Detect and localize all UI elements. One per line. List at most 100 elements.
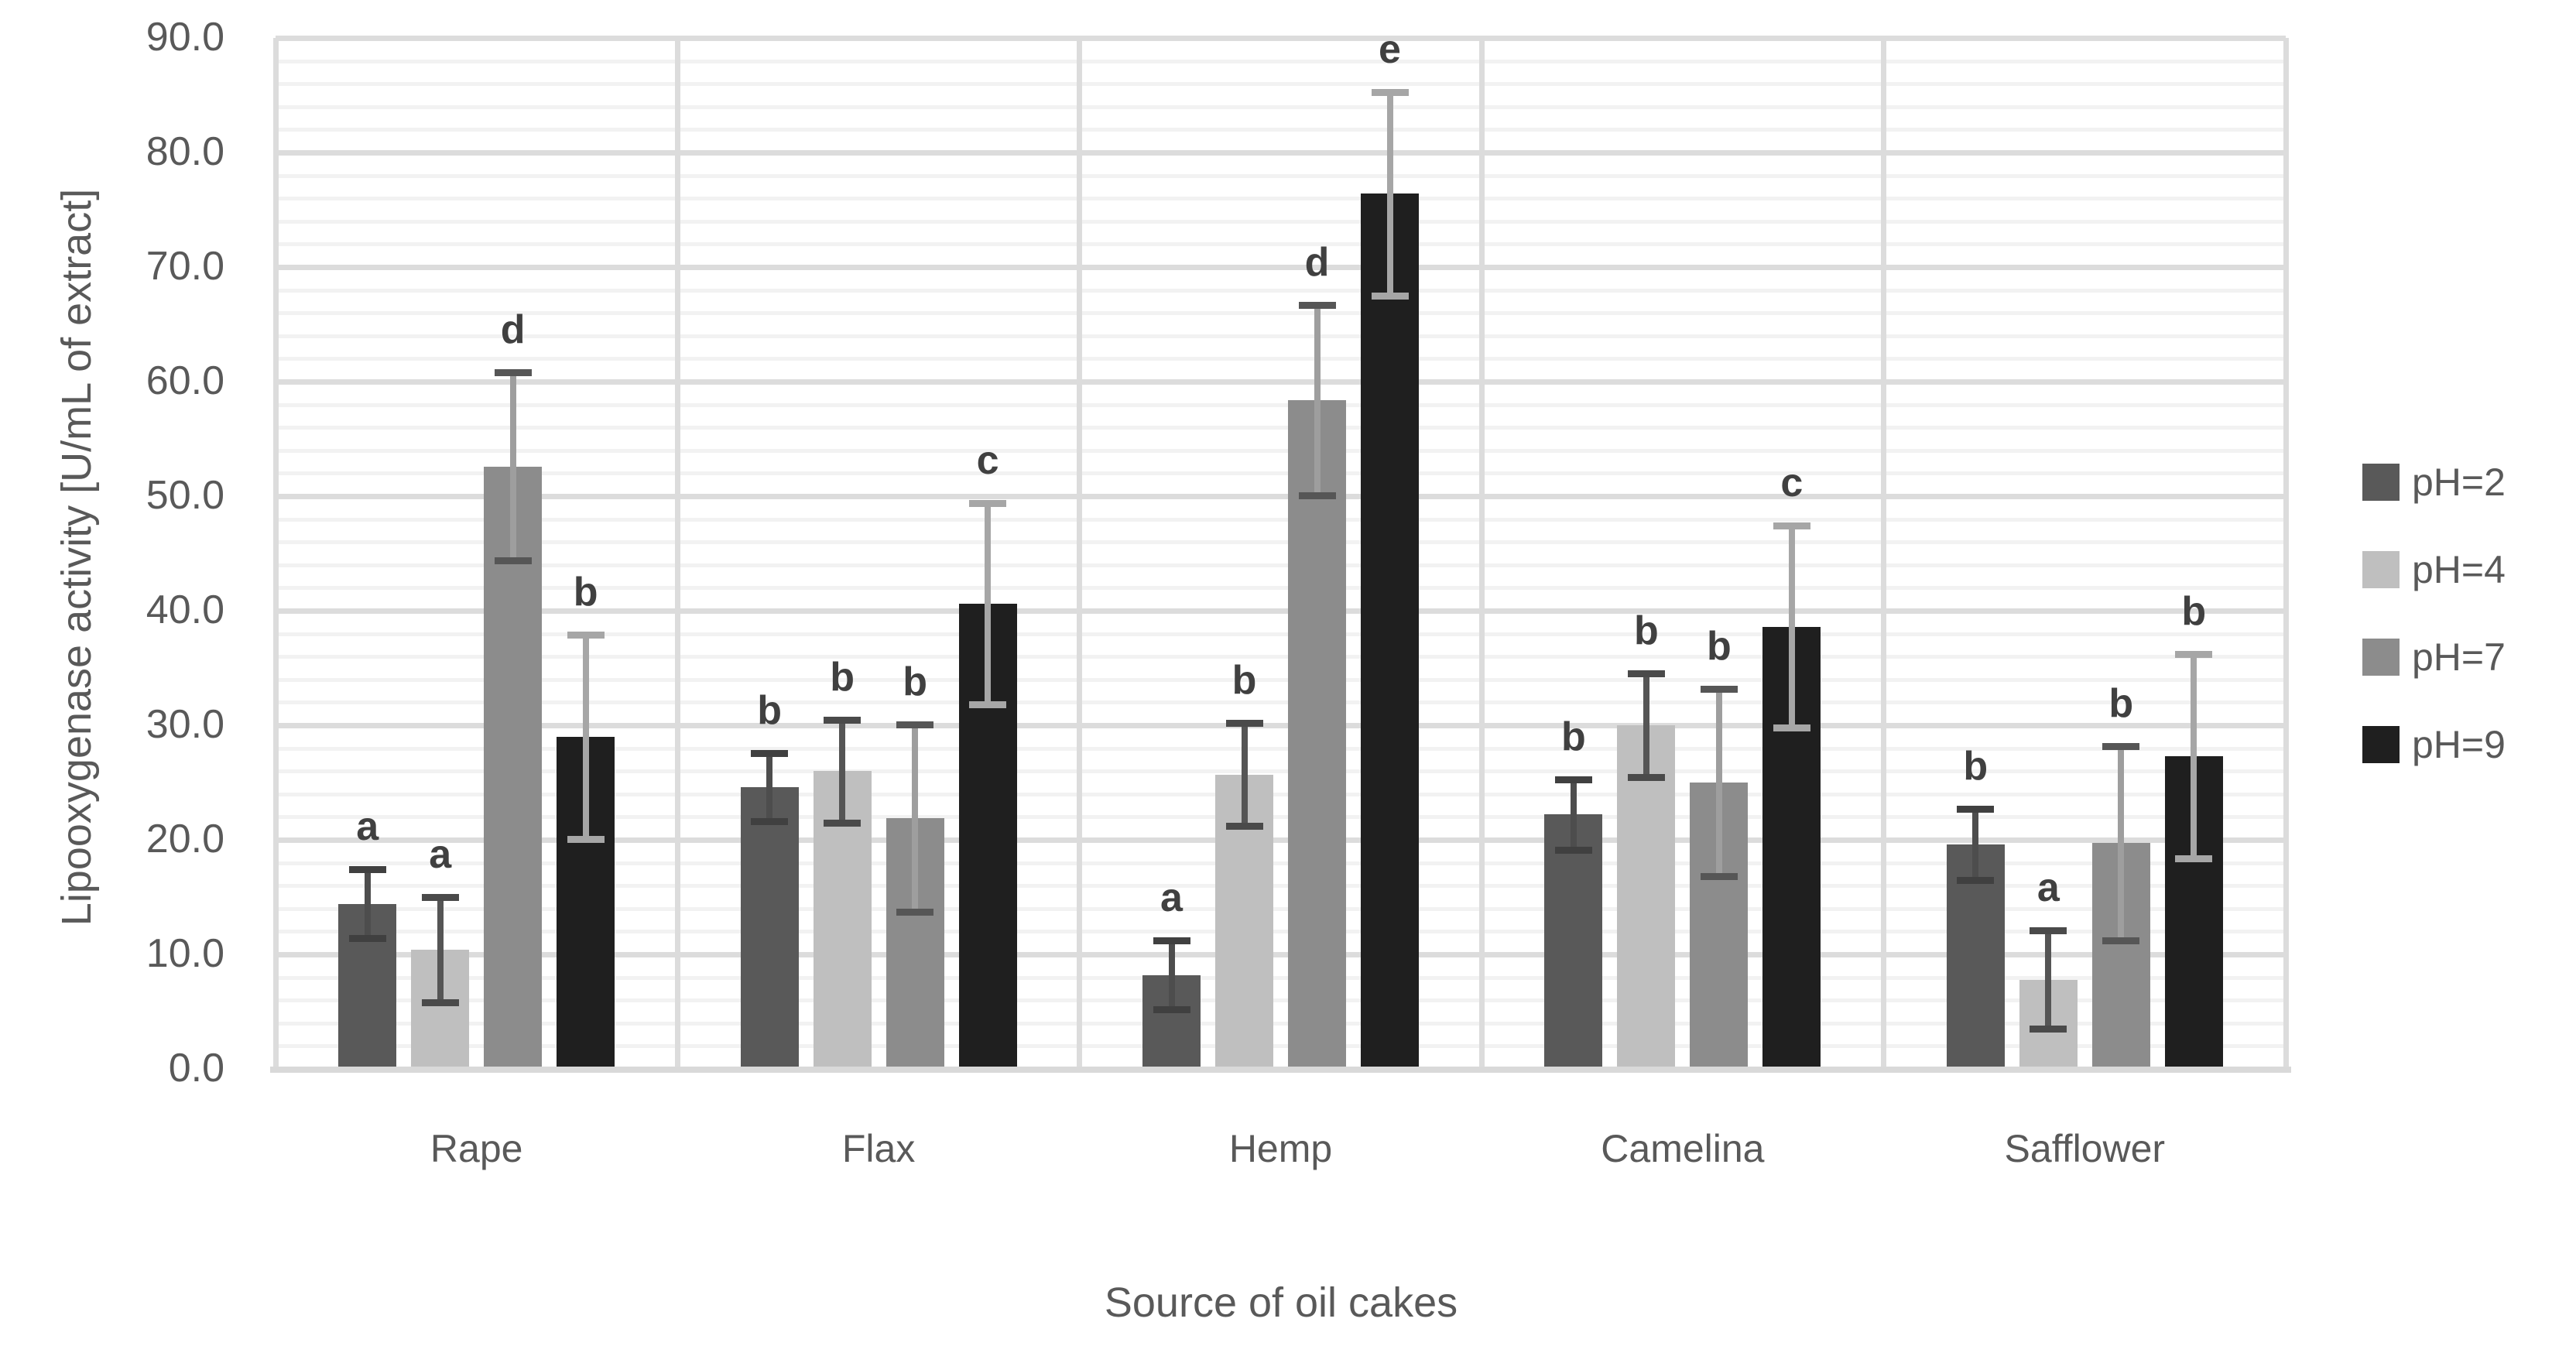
error-bar-cap [1773, 522, 1810, 530]
minor-gridline [276, 173, 2286, 178]
y-tick-label: 50.0 [146, 473, 224, 518]
major-gridline [276, 494, 2286, 499]
bar-flax-pH2 [740, 786, 799, 1069]
bar-hemp-pH7 [1288, 399, 1346, 1069]
error-bar [437, 897, 444, 1003]
category-label-camelina: Camelina [1601, 1127, 1765, 1170]
significance-letter: d [500, 307, 526, 353]
vertical-gridline [272, 38, 279, 1069]
legend-item-pH7: pH=7 [2362, 613, 2506, 700]
x-axis-line [270, 1067, 2291, 1073]
minor-gridline [276, 219, 2286, 224]
error-bar [2045, 930, 2052, 1029]
significance-letter: b [2181, 589, 2207, 635]
major-gridline [276, 265, 2286, 270]
minor-gridline [276, 975, 2286, 980]
error-bar-cap [824, 819, 862, 827]
minor-gridline [276, 426, 2286, 430]
error-bar-cap [1700, 685, 1738, 693]
error-bar-cap [348, 866, 386, 874]
error-bar-cap [1554, 847, 1592, 855]
error-bar [582, 635, 589, 839]
error-bar-cap [567, 632, 605, 639]
minor-gridline [276, 357, 2286, 361]
error-bar-cap [421, 894, 459, 901]
bar-camelina-pH4 [1617, 725, 1676, 1069]
minor-gridline [276, 1021, 2286, 1026]
minor-gridline [276, 655, 2286, 659]
error-bar-cap [1153, 937, 1190, 945]
minor-gridline [276, 815, 2286, 820]
significance-letter: b [573, 570, 598, 615]
significance-letter: b [1963, 744, 1989, 789]
significance-letter: c [976, 437, 999, 483]
significance-letter: a [1160, 875, 1183, 921]
minor-gridline [276, 471, 2286, 476]
vertical-gridline [2283, 38, 2289, 1069]
error-bar [2191, 654, 2197, 858]
error-bar-cap [1225, 720, 1263, 728]
minor-gridline [276, 746, 2286, 751]
error-bar [364, 869, 371, 939]
error-bar [1570, 779, 1577, 851]
legend-label: pH=2 [2412, 460, 2506, 504]
significance-letter: b [1231, 658, 1257, 704]
error-bar-cap [751, 749, 789, 757]
minor-gridline [276, 998, 2286, 1003]
minor-gridline [276, 197, 2286, 201]
major-gridline [276, 952, 2286, 957]
significance-letter: b [830, 654, 855, 700]
legend-swatch-icon [2362, 725, 2400, 763]
major-gridline [276, 723, 2286, 728]
error-bar-cap [969, 499, 1007, 507]
error-bar-cap [1153, 1006, 1190, 1014]
y-tick-label: 40.0 [146, 587, 224, 632]
minor-gridline [276, 677, 2286, 682]
minor-gridline [276, 104, 2286, 109]
error-bar [1972, 809, 1979, 880]
significance-letter: b [1707, 623, 1732, 669]
error-bar-cap [969, 701, 1007, 709]
minor-gridline [276, 128, 2286, 132]
error-bar-cap [2030, 1026, 2067, 1033]
error-bar [1168, 940, 1175, 1010]
y-tick-label: 90.0 [146, 15, 224, 60]
error-bar-cap [1957, 876, 1995, 884]
bar-hemp-pH9 [1361, 194, 1419, 1069]
plot-area: a a d b b b b c a b d e b b b c b a b b [272, 27, 2289, 1069]
error-bar-cap [1957, 806, 1995, 813]
vertical-gridline [1478, 38, 1485, 1069]
y-tick-label: 70.0 [146, 244, 224, 289]
error-bar-cap [494, 557, 532, 564]
significance-letter: b [903, 659, 927, 704]
error-bar-cap [896, 721, 934, 728]
minor-gridline [276, 792, 2286, 796]
y-tick-label: 60.0 [146, 358, 224, 403]
major-gridline [276, 150, 2286, 156]
error-bar-cap [896, 909, 934, 916]
significance-letter: a [356, 804, 379, 850]
minor-gridline [276, 517, 2286, 522]
error-bar-cap [421, 999, 459, 1007]
legend-swatch-icon [2362, 463, 2400, 501]
minor-gridline [276, 288, 2286, 293]
vertical-gridline [1881, 38, 1887, 1069]
bar-camelina-pH2 [1544, 814, 1603, 1069]
error-bar-cap [751, 818, 789, 826]
major-gridline [276, 36, 2286, 41]
error-bar [985, 502, 992, 705]
error-bar-cap [824, 716, 862, 724]
legend-label: pH=7 [2412, 635, 2506, 679]
significance-letter: b [757, 687, 782, 733]
minor-gridline [276, 586, 2286, 591]
major-gridline [276, 837, 2286, 843]
category-label-flax: Flax [841, 1127, 916, 1170]
minor-gridline [276, 540, 2286, 545]
error-bar [1386, 91, 1393, 296]
minor-gridline [276, 82, 2286, 87]
error-bar [839, 719, 846, 823]
error-bar [912, 724, 919, 913]
significance-letter: a [429, 832, 452, 877]
significance-letter: b [1634, 608, 1659, 654]
